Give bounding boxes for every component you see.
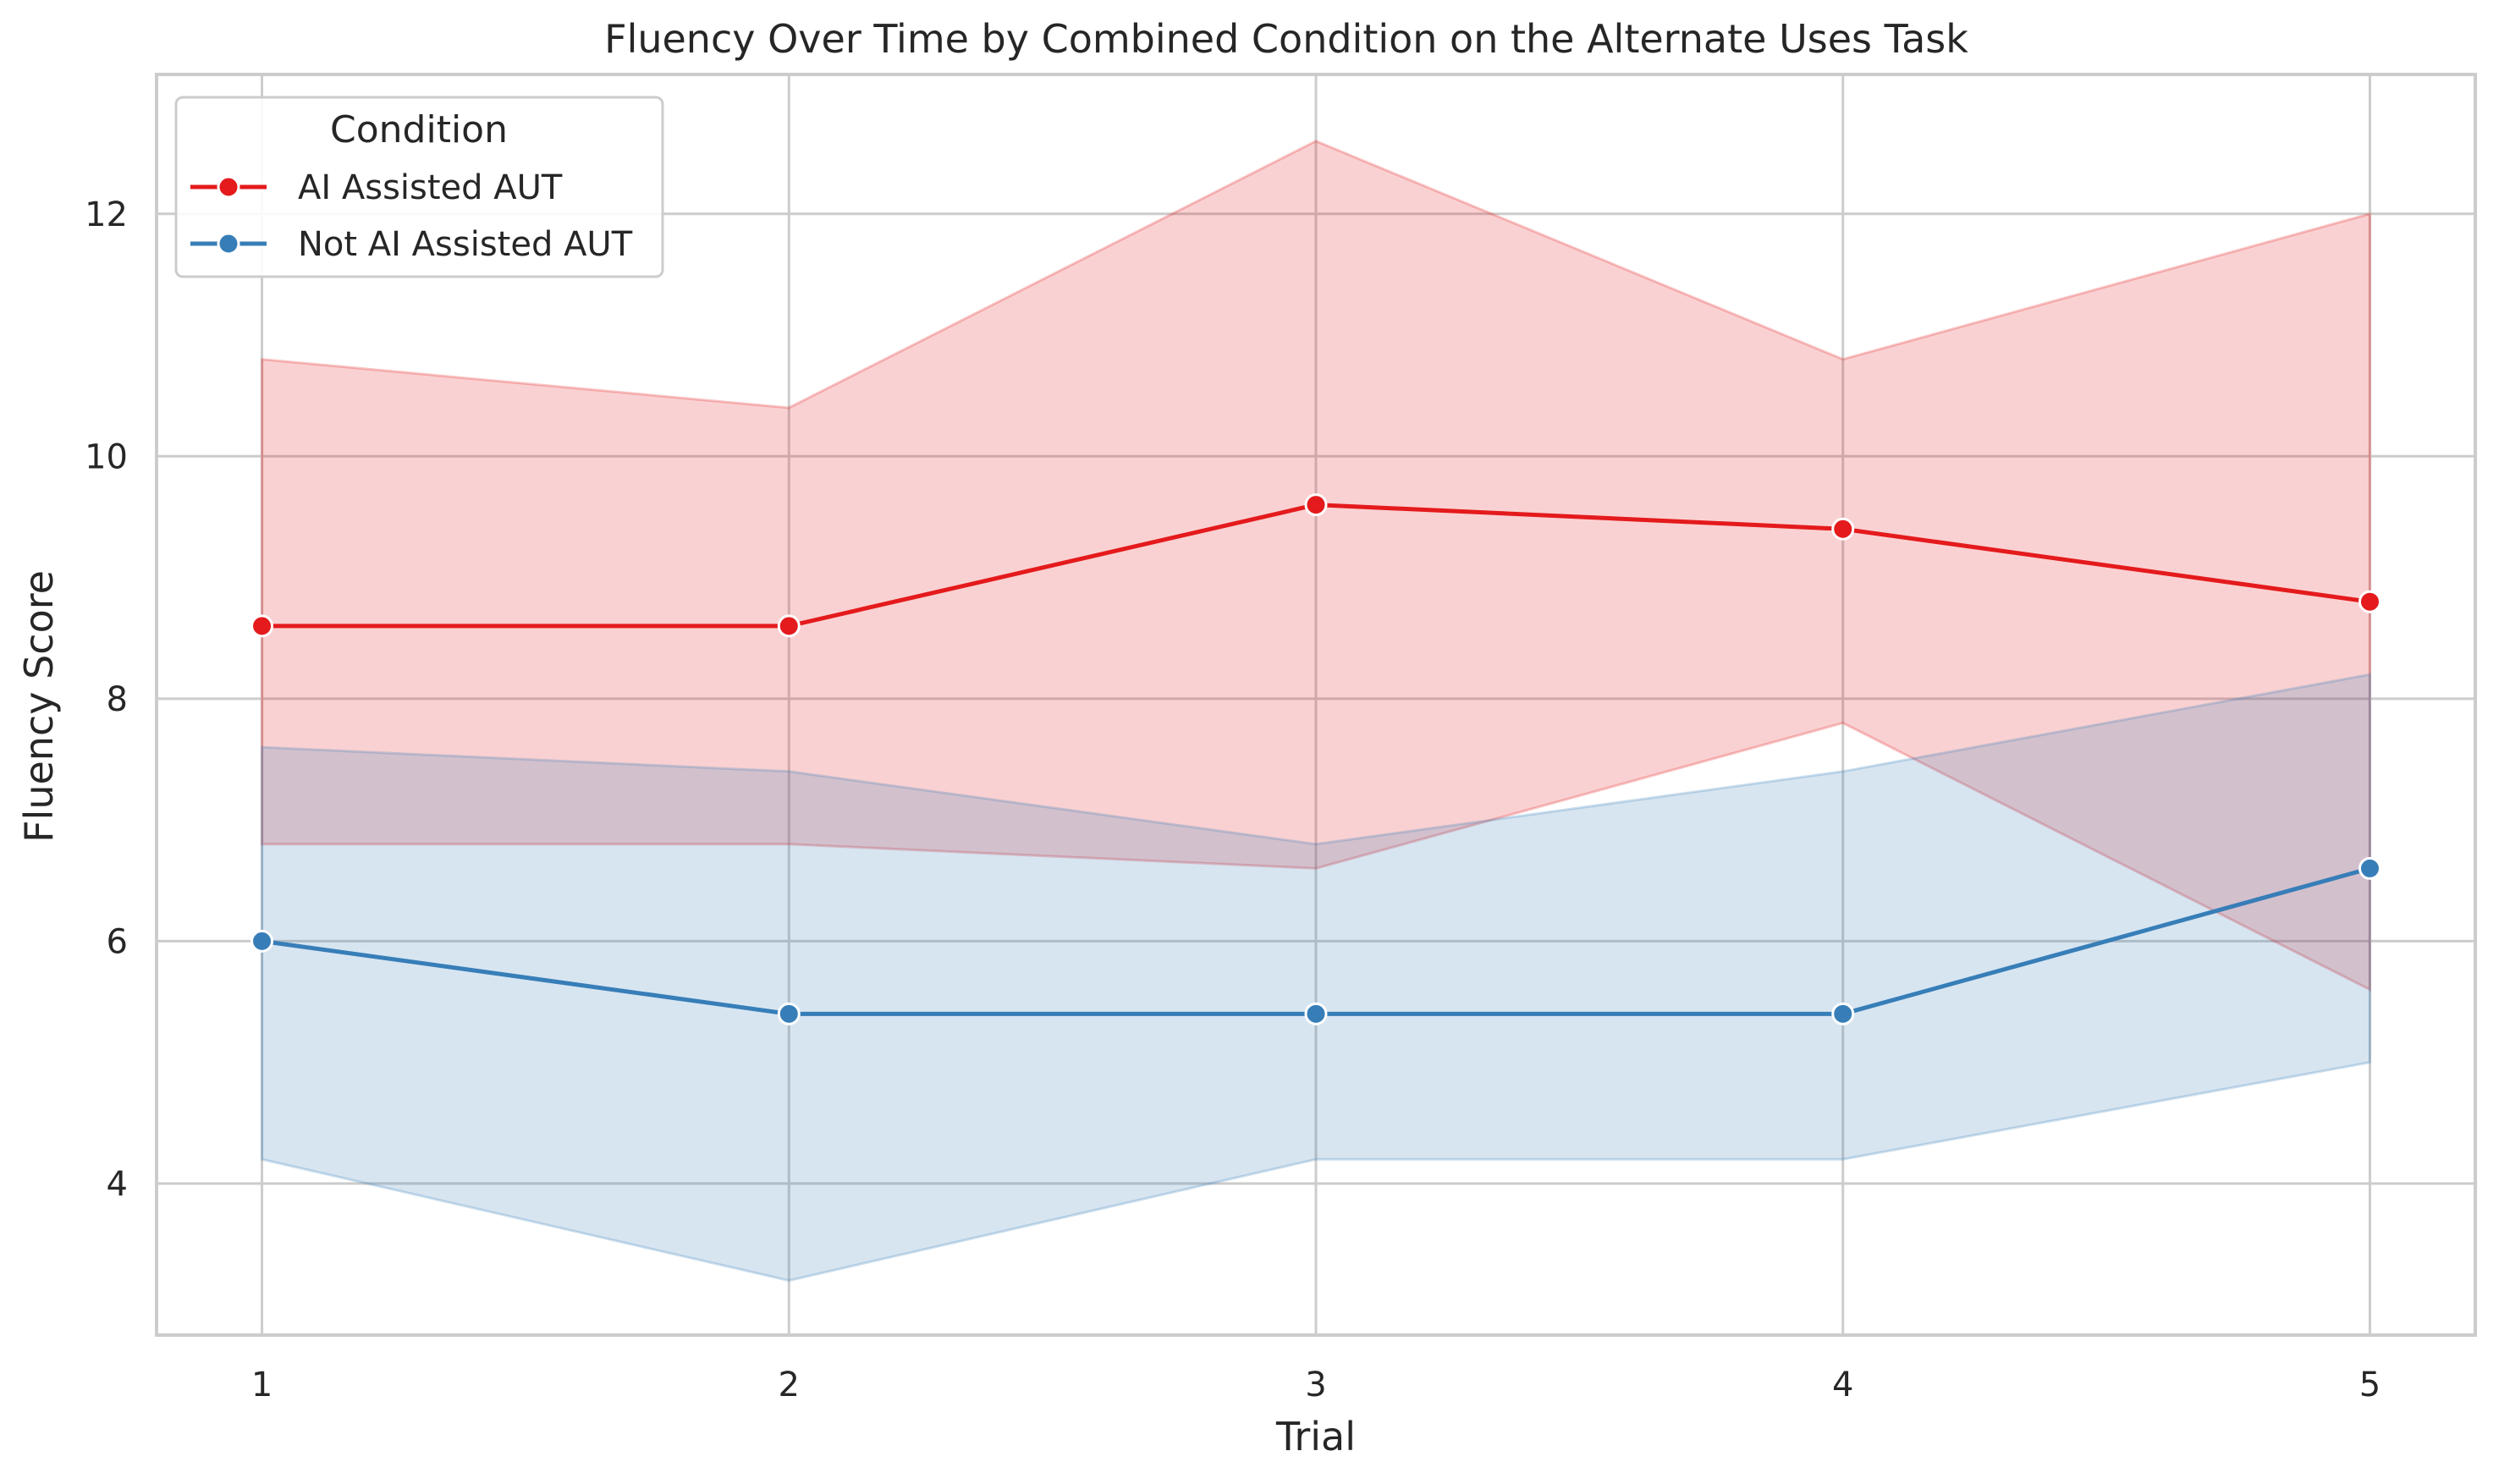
x-tick-label: 4: [1832, 1366, 1853, 1404]
legend-marker: [217, 175, 240, 199]
x-tick-label: 1: [251, 1366, 272, 1404]
x-tick-label: 3: [1305, 1366, 1326, 1404]
confidence-band: [261, 140, 2371, 992]
data-point: [250, 929, 274, 953]
data-point: [777, 1002, 801, 1025]
x-tick-labels: 1 2 3 4 5: [251, 1366, 2381, 1404]
legend-title: Condition: [330, 108, 508, 151]
y-tick-label: 10: [85, 437, 128, 476]
y-tick-label: 4: [107, 1165, 128, 1204]
grid-lines: [157, 74, 2475, 1335]
legend-marker: [217, 232, 240, 256]
y-tick-labels: 4 6 8 10 12: [85, 195, 128, 1204]
confidence-bands: [261, 140, 2371, 1283]
data-point: [777, 614, 801, 638]
legend-label: Not AI Assisted AUT: [298, 225, 633, 264]
data-point: [1831, 517, 1855, 541]
plot-frame: [155, 73, 2477, 1337]
y-tick-label: 12: [85, 195, 128, 234]
legend: Condition AI Assisted AUT Not AI Assisted…: [174, 96, 664, 278]
data-point: [1831, 1002, 1855, 1025]
x-tick-label: 5: [2359, 1366, 2381, 1404]
y-tick-label: 6: [107, 922, 128, 961]
series-markers: [250, 493, 2381, 1025]
confidence-band: [261, 673, 2371, 1283]
y-tick-label: 8: [107, 680, 128, 719]
legend-items: AI Assisted AUT Not AI Assisted AUT: [190, 168, 633, 264]
legend-box: [174, 96, 664, 278]
x-axis-label: Trial: [1275, 1414, 1356, 1459]
data-point: [2358, 856, 2381, 880]
chart-title: Fluency Over Time by Combined Condition …: [604, 16, 1968, 62]
data-point: [250, 614, 274, 638]
legend-label: AI Assisted AUT: [298, 168, 563, 207]
data-point: [1304, 1002, 1328, 1025]
y-axis-label: Fluency Score: [16, 570, 62, 843]
x-tick-label: 2: [779, 1366, 800, 1404]
data-point: [2358, 590, 2381, 613]
data-point: [1304, 493, 1328, 517]
